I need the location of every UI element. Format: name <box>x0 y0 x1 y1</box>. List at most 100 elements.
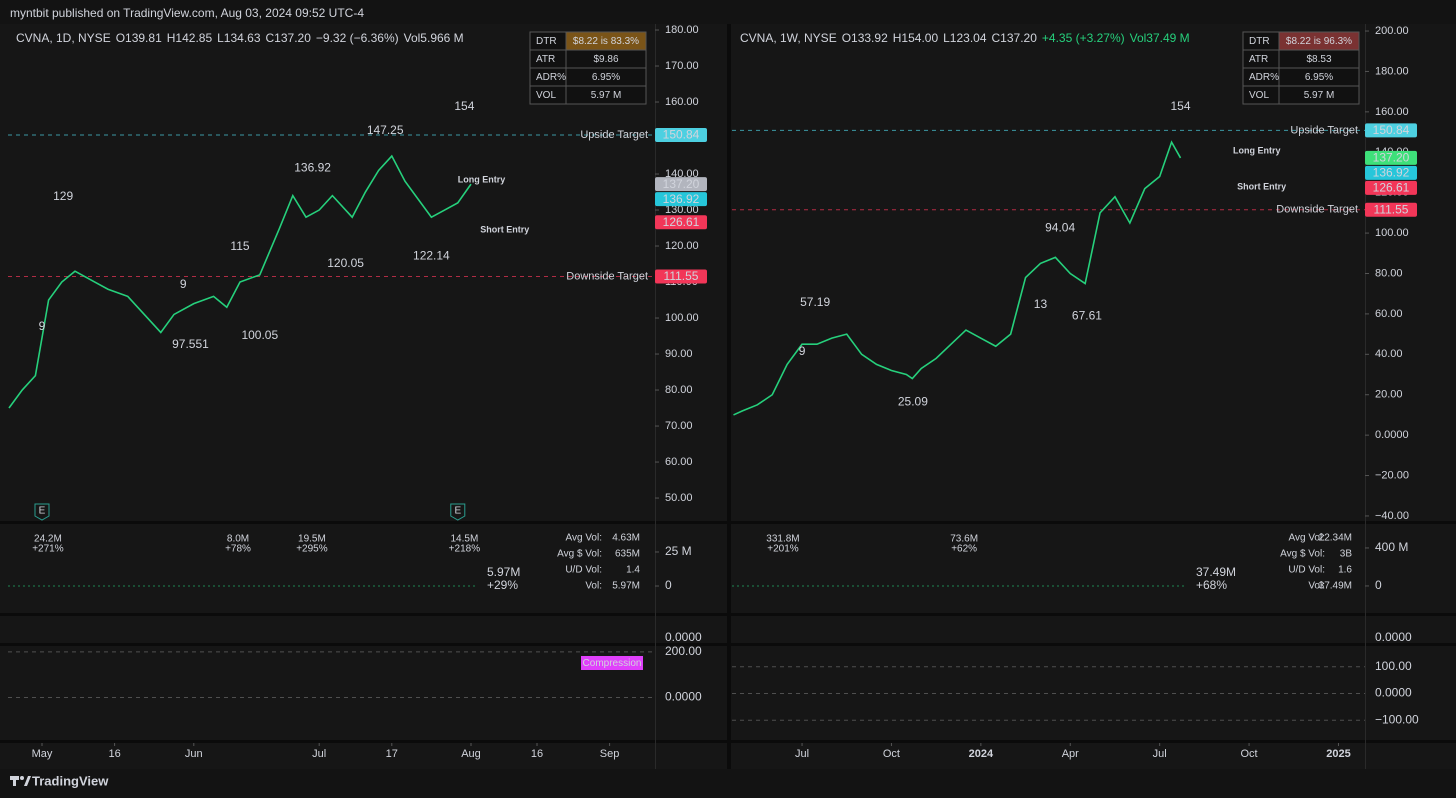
x-tick-label: Apr <box>1062 748 1079 760</box>
header: myntbit published on TradingView.com, Au… <box>10 6 364 20</box>
volume-stat-label: Avg $ Vol: <box>557 549 602 560</box>
table-label: DTR <box>1249 36 1270 47</box>
y-tick-label: 200.00 <box>1375 25 1409 37</box>
volume-label: 19.5M <box>298 534 326 545</box>
price-tag <box>655 127 707 142</box>
price-tag <box>655 192 707 207</box>
panel-divider <box>727 24 731 769</box>
entry-label: Short Entry <box>1237 181 1286 191</box>
x-tick-label: 17 <box>386 748 398 760</box>
price-tag-label: 136.92 <box>1373 166 1410 180</box>
table-value: 6.95% <box>592 72 620 83</box>
price-tag-label: 137.20 <box>1373 151 1410 165</box>
x-tick-label: Oct <box>1241 748 1258 760</box>
y-tick-label: 100.00 <box>1375 227 1409 239</box>
volume-stat-label: U/D Vol: <box>1288 565 1325 576</box>
price-tag-label: 136.92 <box>663 192 700 206</box>
price-tag-label: 150.84 <box>663 128 700 142</box>
table-label: ADR% <box>536 72 566 83</box>
axis-divider <box>1365 24 1366 769</box>
y-tick-label: 180.00 <box>665 24 699 36</box>
table-value: 5.97 M <box>1304 90 1335 101</box>
squeeze-tick-label: 0.0000 <box>1375 630 1412 644</box>
price-tag <box>1365 165 1417 180</box>
table-label: VOL <box>536 90 556 101</box>
volume-last: 37.49M <box>1196 565 1236 579</box>
ohlc-value: +4.35 (+3.27%) <box>1042 31 1125 45</box>
symbol-info: CVNA, 1W, NYSE O133.92 H154.00 L123.04 C137.… <box>740 31 1190 45</box>
volume-stat-value: 3B <box>1340 549 1353 560</box>
y-tick-label: 170.00 <box>665 60 699 72</box>
price-annotation: 154 <box>454 99 474 113</box>
table-label: DTR <box>536 36 557 47</box>
volume-stat-value: 22.34M <box>1319 533 1352 544</box>
volume-last: 5.97M <box>487 565 520 579</box>
price-annotation: 147.25 <box>367 123 404 137</box>
price-annotation: 136.92 <box>294 160 331 174</box>
logo-stem <box>13 776 16 786</box>
price-annotation: 100.05 <box>241 328 278 342</box>
sequence-marker: 9 <box>180 277 187 291</box>
oscillator-tick-label: −100.00 <box>1375 712 1419 726</box>
volume-stat-value: 5.97M <box>612 581 640 592</box>
table-value: 5.97 M <box>591 90 622 101</box>
y-tick-label: 140.00 <box>665 168 699 180</box>
pane-divider <box>0 740 1456 743</box>
y-tick-label: 120.00 <box>665 240 699 252</box>
logo-dot <box>20 776 24 780</box>
oscillator-tick-label: 0.0000 <box>665 690 702 704</box>
volume-stat-label: Avg $ Vol: <box>1280 549 1325 560</box>
volume-last-change: +29% <box>487 578 518 592</box>
x-tick-label: Jul <box>795 748 809 760</box>
volume-stat-label: Vol: <box>1308 581 1325 592</box>
price-tag-label: 150.84 <box>1373 123 1410 137</box>
ohlc-value: L123.04 <box>943 31 987 45</box>
price-annotation: 122.14 <box>413 248 450 262</box>
event-label: E <box>39 506 46 517</box>
ohlc-value: Vol37.49 M <box>1130 31 1190 45</box>
price-annotation: 97.551 <box>172 337 209 351</box>
volume-stat-value: 635M <box>615 549 640 560</box>
y-tick-label: 100.00 <box>665 312 699 324</box>
volume-label: 331.8M <box>766 534 799 545</box>
price-tag <box>655 269 707 284</box>
volume-tick-label: 0 <box>665 578 672 592</box>
price-annotation: 94.04 <box>1045 220 1075 234</box>
x-tick-label: Sep <box>600 748 620 760</box>
event-badge <box>450 503 466 521</box>
ohlc-value: C137.20 <box>266 31 312 45</box>
table-label: ATR <box>536 54 555 65</box>
pane-dividers <box>0 24 1456 769</box>
table-value: $8.22 is 96.3% <box>1286 36 1352 47</box>
axis-divider <box>655 24 656 769</box>
ohlc-value: C137.20 <box>992 31 1038 45</box>
sequence-marker: 9 <box>799 344 806 358</box>
volume-last-change: +68% <box>1196 578 1227 592</box>
x-tick-label: 16 <box>531 748 543 760</box>
price-annotation: 57.19 <box>800 295 830 309</box>
y-tick-label: 20.00 <box>1375 389 1403 401</box>
y-tick-label: 90.00 <box>665 348 693 360</box>
volume-change: +271% <box>32 544 64 555</box>
volume-change: +62% <box>951 544 977 555</box>
table-value: $8.22 is 83.3% <box>573 36 639 47</box>
volume-stat-value: 4.63M <box>612 533 640 544</box>
entry-label: Short Entry <box>480 225 529 235</box>
price-annotation: 25.09 <box>898 395 928 409</box>
ohlc-value: Vol5.966 M <box>404 31 464 45</box>
y-tick-label: 180.00 <box>1375 65 1409 77</box>
volume-label: 14.5M <box>450 534 478 545</box>
y-tick-label: 160.00 <box>665 96 699 108</box>
x-tick-label: Aug <box>461 748 481 760</box>
volume-stat-value: 37.49M <box>1319 581 1352 592</box>
ohlc-value: H142.85 <box>167 31 213 45</box>
volume-label: 8.0M <box>227 534 249 545</box>
volume-label: 24.2M <box>34 534 62 545</box>
x-tick-label: Jul <box>1153 748 1167 760</box>
table-label: ATR <box>1249 54 1268 65</box>
event-label: E <box>454 506 461 517</box>
oscillator-tick-label: 200.00 <box>665 644 702 658</box>
price-annotation: 115 <box>230 239 249 253</box>
compression-label: Compression <box>583 658 642 669</box>
table-value: $9.86 <box>593 54 618 65</box>
